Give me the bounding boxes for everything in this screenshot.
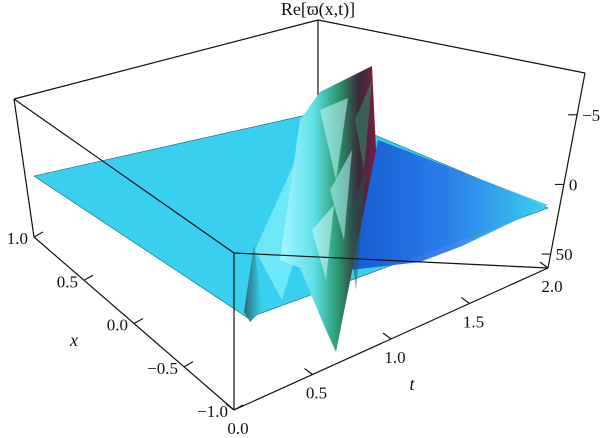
t-tick-mark [225, 403, 235, 411]
t-tick-label: 2.0 [541, 277, 562, 296]
z-axis-ticks: −50 0 50 [541, 106, 600, 264]
t-tick-label: 1.0 [384, 348, 405, 367]
box-back-edges [13, 19, 586, 130]
x-tick-mark [233, 404, 244, 411]
x-tick-label: 1.0 [7, 229, 28, 248]
t-axis-ticks: 0.0 0.5 1.0 1.5 2.0 [225, 261, 563, 438]
t-tick-mark [461, 297, 470, 304]
x-tick-label: −0.5 [147, 359, 178, 378]
x-tick-label: −1.0 [197, 402, 228, 421]
t-tick-mark [382, 332, 392, 340]
t-tick-mark [539, 261, 549, 269]
x-axis-ticks: 1.0 0.5 0.0 −0.5 −1.0 [7, 229, 244, 421]
x-tick-label: 0.0 [107, 316, 128, 335]
x-tick-mark [33, 231, 44, 238]
t-axis-label: t [409, 374, 415, 394]
t-tick-label: 0.0 [227, 419, 248, 438]
x-tick-mark [133, 318, 144, 324]
ridge-facets [312, 80, 372, 290]
edge-spike [244, 244, 262, 322]
x-tick-label: 0.5 [57, 272, 78, 291]
ridge-main [280, 66, 376, 352]
t-tick-label: 0.5 [306, 384, 327, 403]
x-axis-label: x [69, 330, 78, 350]
z-tick-label: −50 [582, 106, 600, 125]
t-tick-mark [304, 368, 313, 375]
t-tick-label: 1.5 [463, 313, 484, 332]
surface-shadow-band [350, 140, 548, 270]
x-tick-mark [183, 361, 194, 368]
z-tick-label: 50 [556, 245, 573, 264]
chart-title: Re[ϖ(x,t)] [281, 0, 355, 20]
x-tick-mark [83, 274, 94, 281]
z-tick-label: 0 [569, 175, 578, 194]
